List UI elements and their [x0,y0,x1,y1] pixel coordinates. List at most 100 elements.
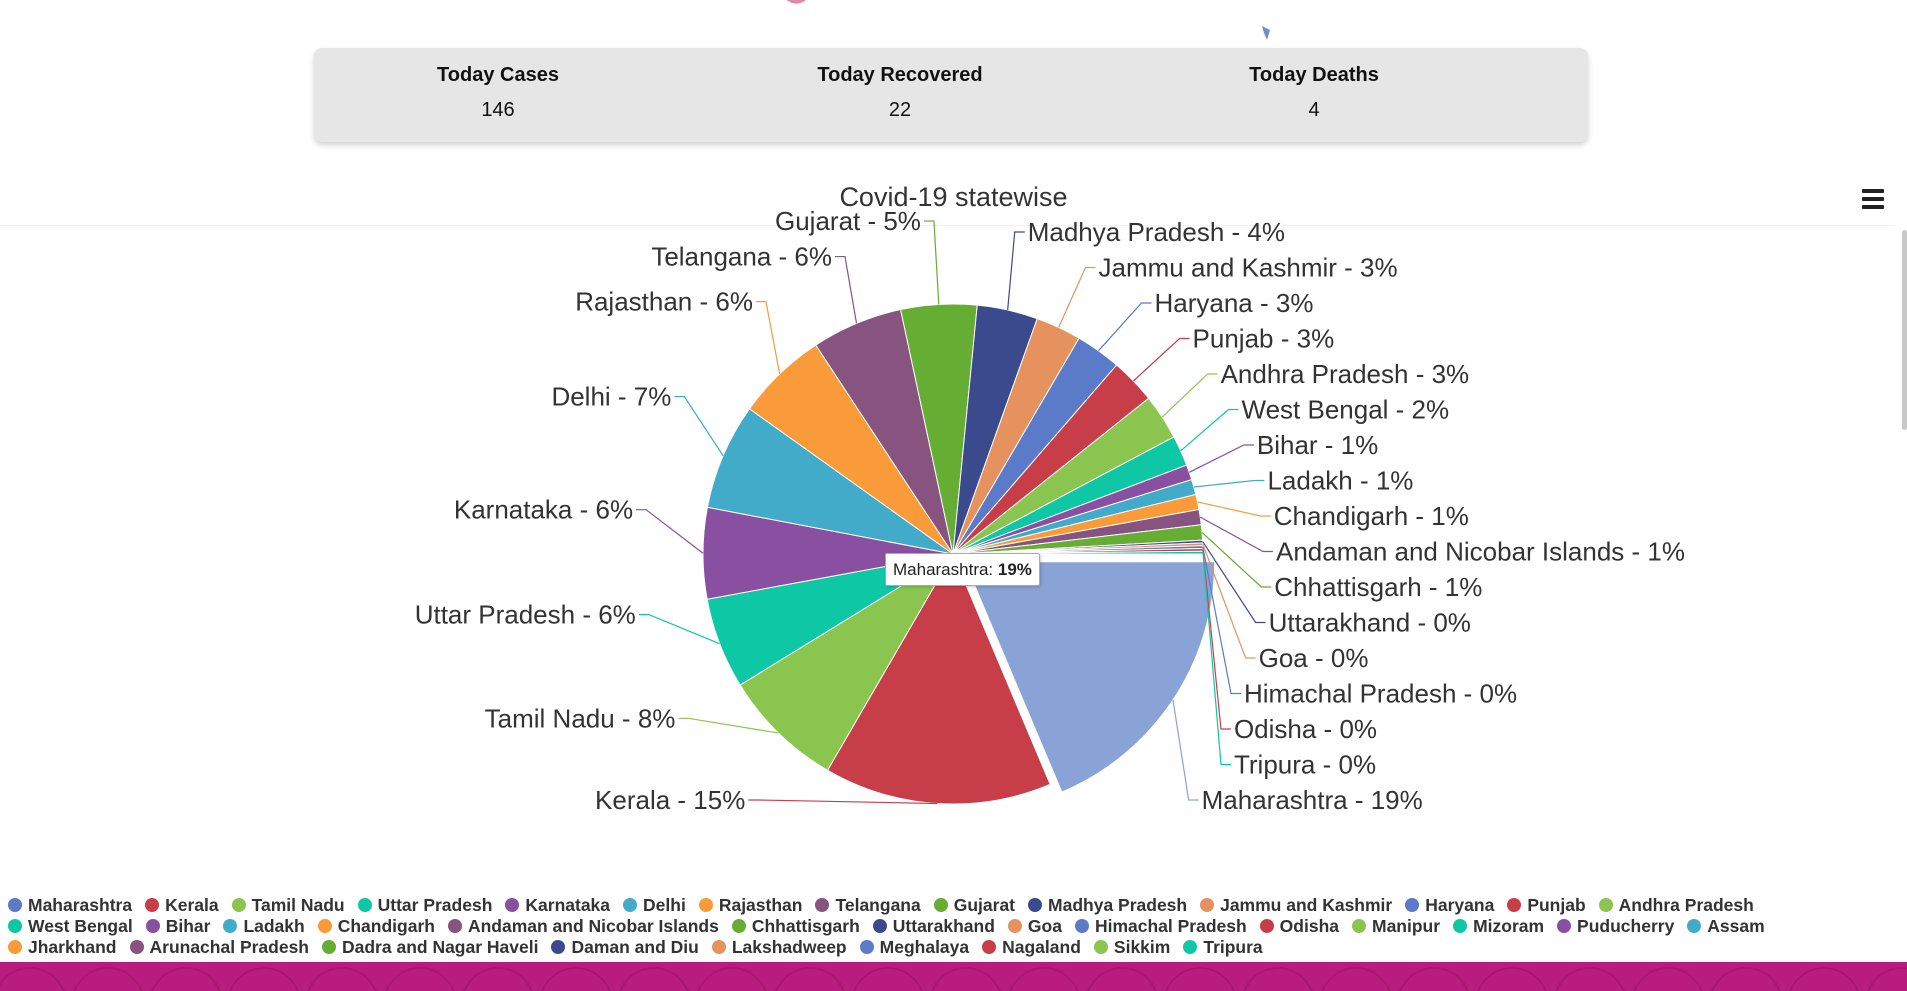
connector-haryana [1098,302,1152,352]
today-deaths-label: Today Deaths [1249,64,1379,86]
legend-item-nagaland[interactable]: Nagaland [982,937,1081,958]
legend-item-madhya-pradesh[interactable]: Madhya Pradesh [1028,895,1187,916]
footer-scallop [1321,967,1391,991]
legend-item-goa[interactable]: Goa [1007,916,1062,937]
legend-item-chandigarh[interactable]: Chandigarh [317,916,435,937]
legend-label: Andhra Pradesh [1618,895,1754,915]
legend-item-tripura[interactable]: Tripura [1183,937,1263,958]
plot-area-divider [0,225,1895,226]
data-label-ladakh: Ladakh - 1% [1267,466,1413,496]
legend-item-karnataka[interactable]: Karnataka [505,895,610,916]
data-label-tripura: Tripura - 0% [1234,750,1376,780]
connector-andaman-and-nicobar-islands [1199,516,1273,553]
legend-item-jharkhand[interactable]: Jharkhand [8,937,117,958]
footer-pattern [0,967,1907,991]
legend-item-maharashtra[interactable]: Maharashtra [8,895,132,916]
legend-label: Haryana [1425,895,1495,915]
data-label-odisha: Odisha - 0% [1234,714,1377,744]
slice-delhi[interactable] [706,408,954,555]
hamburger-menu-icon[interactable] [1862,189,1884,209]
legend-item-delhi[interactable]: Delhi [623,895,686,916]
footer-scallop [619,967,689,991]
legend-marker [145,919,160,933]
legend-item-meghalaya[interactable]: Meghalaya [859,937,969,958]
legend-label: Puducherry [1577,916,1675,936]
legend-item-bihar[interactable]: Bihar [145,916,211,937]
legend-item-sikkim[interactable]: Sikkim [1093,937,1170,958]
legend-marker [551,940,566,954]
legend-item-puducherry[interactable]: Puducherry [1557,916,1674,937]
footer-scallop [853,967,923,991]
legend-item-haryana[interactable]: Haryana [1405,895,1494,916]
data-label-jammu-and-kashmir: Jammu and Kashmir - 3% [1099,253,1398,283]
footer-scallop [0,967,65,991]
legend-marker [982,940,997,954]
pie-chart: Madhya Pradesh - 4% Jammu and Kashmir - 3… [415,206,1685,815]
legend-item-uttar-pradesh[interactable]: Uttar Pradesh [357,895,492,916]
footer-scallop [1789,967,1859,991]
legend-item-punjab[interactable]: Punjab [1507,895,1586,916]
legend-label: Maharashtra [28,895,133,915]
legend-marker [623,898,638,912]
data-label-chandigarh: Chandigarh - 1% [1274,501,1469,531]
legend-item-odisha[interactable]: Odisha [1259,916,1339,937]
connector-goa [1202,544,1256,659]
pie-labels: Madhya Pradesh - 4% Jammu and Kashmir - 3… [415,206,1685,815]
legend-label: Chhattisgarh [751,916,860,936]
footer-scallop [1711,967,1781,991]
legend-item-daman-and-diu[interactable]: Daman and Diu [551,937,699,958]
legend-item-arunachal-pradesh[interactable]: Arunachal Pradesh [129,937,309,958]
legend-label: Bihar [165,916,211,936]
legend-label: Mizoram [1473,916,1545,936]
connector-gujarat [923,220,940,305]
today-cases-value: 146 [481,99,515,121]
chart-legend: Maharashtra Kerala Tamil Nadu Uttar Pradesh… [8,895,1903,958]
connector-delhi [674,396,724,457]
footer-scallop [229,967,299,991]
legend-item-gujarat[interactable]: Gujarat [933,895,1015,916]
footer-scallop [1555,967,1625,991]
legend-item-kerala[interactable]: Kerala [145,895,219,916]
legend-item-mizoram[interactable]: Mizoram [1453,916,1544,937]
footer-scallop [73,967,143,991]
scrollbar-thumb[interactable] [1902,230,1907,430]
pie-connectors [636,220,1273,805]
footer-scallop [931,967,1001,991]
legend-label: Daman and Diu [571,937,699,957]
legend-item-andhra-pradesh[interactable]: Andhra Pradesh [1598,895,1754,916]
legend-item-lakshadweep[interactable]: Lakshadweep [711,937,847,958]
connector-uttarakhand [1202,541,1266,624]
legend-item-tamil-nadu[interactable]: Tamil Nadu [231,895,345,916]
legend-item-himachal-pradesh[interactable]: Himachal Pradesh [1074,916,1247,937]
legend-item-andaman-and-nicobar-islands[interactable]: Andaman and Nicobar Islands [447,916,719,937]
data-label-kerala: Kerala - 15% [595,785,745,815]
legend-marker [1507,898,1522,912]
legend-label: Himachal Pradesh [1094,916,1247,936]
legend-item-assam[interactable]: Assam [1687,916,1765,937]
legend-label: Dadra and Nagar Haveli [342,937,539,957]
legend-item-rajasthan[interactable]: Rajasthan [698,895,802,916]
legend-label: Jammu and Kashmir [1220,895,1393,915]
legend-item-chhattisgarh[interactable]: Chhattisgarh [731,916,860,937]
connector-telangana [835,255,858,324]
data-label-andhra-pradesh: Andhra Pradesh - 3% [1221,359,1470,389]
slice-maharashtra[interactable] [963,561,1216,793]
connector-himachal-pradesh [1202,546,1241,695]
legend-marker [231,898,246,912]
legend-item-jammu-and-kashmir[interactable]: Jammu and Kashmir [1200,895,1392,916]
legend-item-ladakh[interactable]: Ladakh [223,916,305,937]
legend-item-manipur[interactable]: Manipur [1352,916,1440,937]
legend-marker [711,940,726,954]
legend-item-uttarakhand[interactable]: Uttarakhand [872,916,995,937]
legend-item-dadra-and-nagar-haveli[interactable]: Dadra and Nagar Haveli [322,937,538,958]
legend-label: Ladakh [243,916,305,936]
connector-chandigarh [1197,501,1271,517]
legend-label: Nagaland [1002,937,1081,957]
legend-label: Lakshadweep [731,937,847,957]
tooltip-value: 19% [997,560,1032,579]
legend-item-telangana[interactable]: Telangana [815,895,921,916]
legend-label: Delhi [643,895,686,915]
legend-marker [8,919,22,933]
today-stats-card: Today Cases 146 Today Recovered 22 Today… [314,48,1588,142]
legend-item-west-bengal[interactable]: West Bengal [8,916,133,937]
